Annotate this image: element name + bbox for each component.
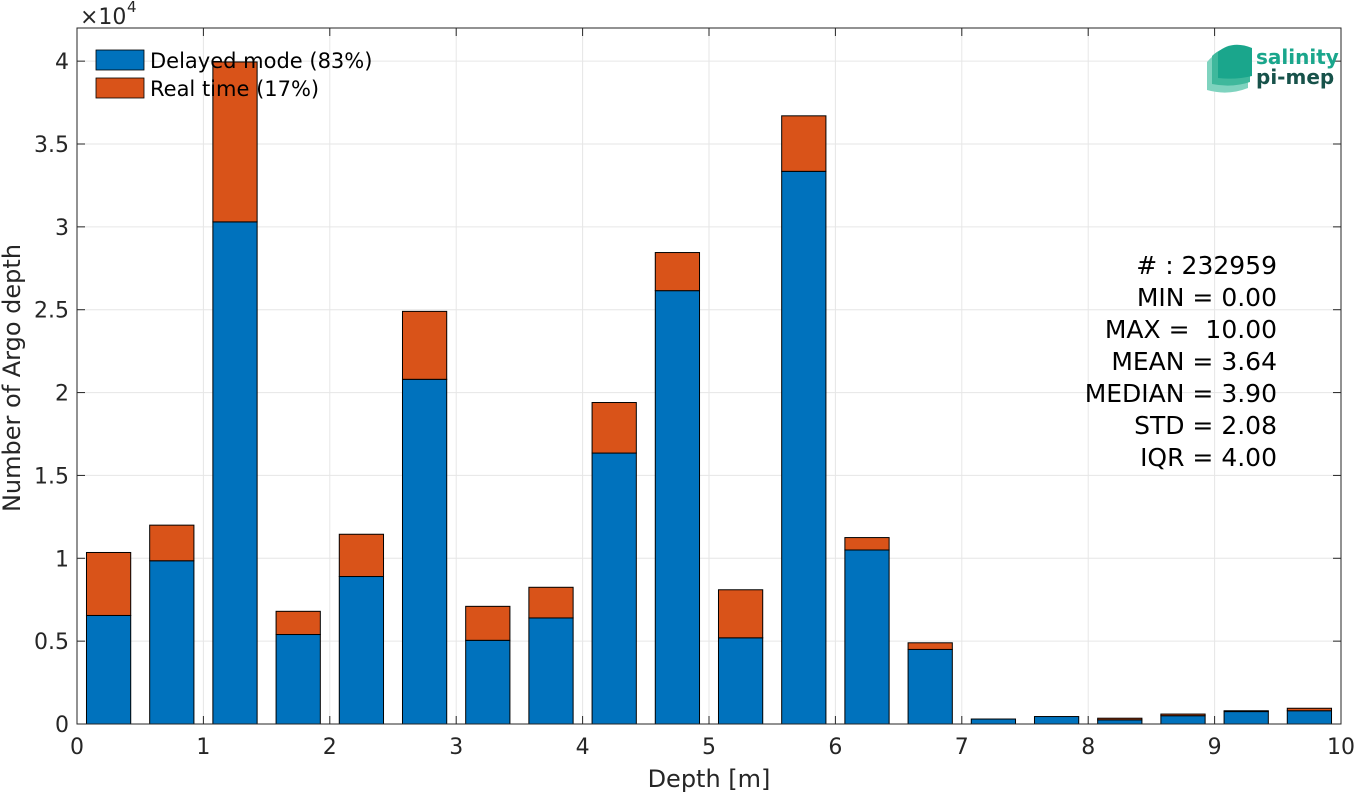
wave-logo-icon [1207,44,1252,93]
y-tick-label: 0.5 [34,630,69,655]
bar-delayed-mode [907,648,953,725]
bar-real-time [1097,717,1143,721]
bar-real-time [528,586,574,619]
bar-real-time [717,589,764,639]
bar-delayed-mode [654,290,701,725]
y-tick-label: 1.5 [34,464,69,489]
bar-delayed-mode [591,452,637,725]
stat-max: MAX = 10.00 [1105,315,1277,344]
y-exponent-power: 4 [127,0,137,16]
bar-delayed-mode [970,718,1017,725]
stat-iqr: IQR = 4.00 [1140,443,1277,472]
bar-real-time [1160,713,1206,717]
bar-delayed-mode [1097,719,1143,725]
legend-label-delayed: Delayed mode (83%) [150,49,372,73]
y-exponent-base: ×10 [80,5,126,30]
x-tick-label: 8 [1081,735,1095,760]
legend-label-realtime: Real time (17%) [150,77,319,101]
y-axis-label: Number of Argo depth [0,244,26,512]
x-tick-label: 4 [576,735,590,760]
x-tick-label: 6 [828,735,842,760]
grid-lines [77,28,1341,724]
x-tick-label: 1 [196,735,210,760]
bar-real-time [212,61,258,223]
stat-min: MIN = 0.00 [1137,283,1277,312]
bar-real-time [149,524,195,562]
bar-real-time [338,533,385,578]
stat-std: STD = 2.08 [1134,411,1277,440]
x-tick-label: 0 [70,735,84,760]
bar-delayed-mode [401,378,448,725]
bar-delayed-mode [149,560,195,725]
y-tick-label: 3 [55,216,69,241]
bar-real-time [907,642,953,650]
y-tick-label: 1 [55,547,69,572]
bars [85,61,1333,725]
x-tick-label: 2 [323,735,337,760]
x-tick-label: 5 [702,735,716,760]
x-tick-label: 9 [1208,735,1222,760]
y-tick-label: 3.5 [34,133,69,158]
bar-real-time [1223,710,1269,713]
bar-real-time [1286,707,1333,712]
stat-count: # : 232959 [1136,251,1277,280]
stat-mean: MEAN = 3.64 [1111,347,1277,376]
salinity-pimep-logo: salinity pi-mep [1207,44,1339,93]
bar-delayed-mode [465,639,511,725]
bar-delayed-mode [781,170,827,725]
y-tick-label: 0 [55,713,69,738]
bar-delayed-mode [1160,715,1206,725]
legend-swatch-delayed [95,49,145,71]
x-tick-label: 3 [449,735,463,760]
legend-swatch-realtime [95,77,145,99]
logo-text-salinity: salinity [1256,45,1339,69]
bar-delayed-mode [85,614,132,725]
bar-delayed-mode [212,221,258,725]
bar-real-time [781,115,827,172]
bar-real-time [844,537,890,551]
y-tick-label: 2.5 [34,299,69,324]
x-tick-label: 10 [1327,735,1355,760]
legend: Delayed mode (83%) Real time (17%) [95,49,372,101]
bar-delayed-mode [1223,711,1269,725]
axis-ticks: 0 1 2 3 4 5 6 7 8 9 10 0 0.5 1 1.5 2 2.5 3 3.5 4 [34,28,1355,760]
statistics-block: # : 232959 MIN = 0.00 MAX = 10.00 MEAN =… [1085,251,1277,472]
stat-median: MEDIAN = 3.90 [1085,379,1277,408]
y-tick-label: 2 [55,382,69,407]
bar-delayed-mode [528,617,574,725]
bar-delayed-mode [338,576,385,725]
x-axis-label: Depth [m] [648,765,771,793]
bar-real-time [465,605,511,641]
bar-delayed-mode [717,637,764,725]
x-tick-label: 7 [955,735,969,760]
y-tick-label: 4 [55,50,69,75]
bar-real-time [401,310,448,380]
bar-delayed-mode [275,634,321,725]
bar-delayed-mode [1033,716,1080,725]
bar-delayed-mode [844,549,890,725]
bar-real-time [275,610,321,636]
bar-delayed-mode [1286,710,1333,725]
logo-text-pimep: pi-mep [1256,65,1334,89]
bar-real-time [85,551,132,616]
bar-real-time [654,252,701,292]
bar-real-time [591,402,637,454]
